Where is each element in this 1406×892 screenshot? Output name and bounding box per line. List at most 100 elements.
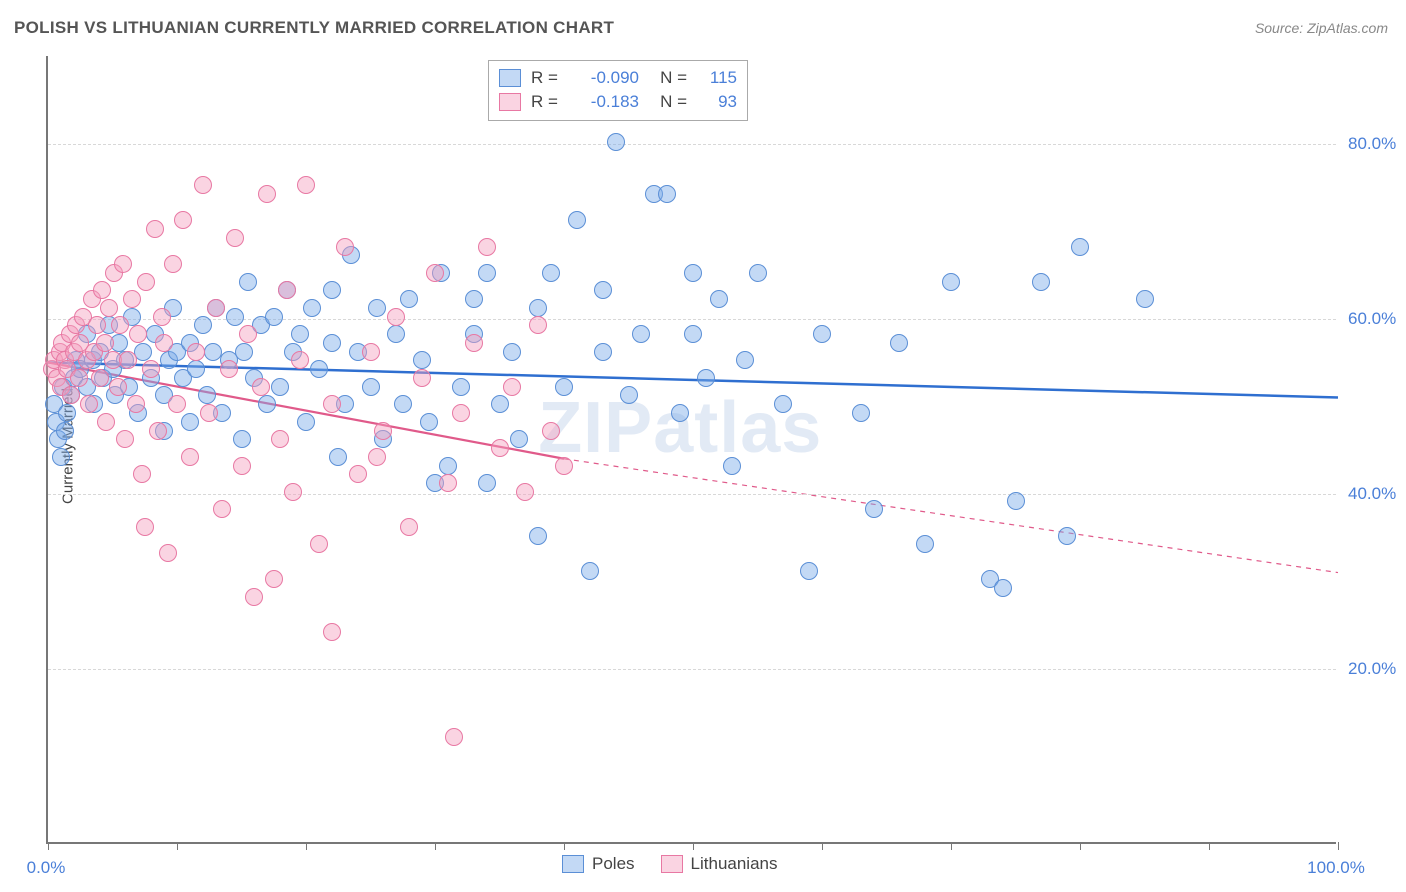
data-point bbox=[200, 404, 218, 422]
data-point bbox=[187, 343, 205, 361]
data-point bbox=[478, 238, 496, 256]
data-point bbox=[503, 378, 521, 396]
data-point bbox=[516, 483, 534, 501]
series-legend: PolesLithuanians bbox=[562, 854, 778, 874]
data-point bbox=[465, 290, 483, 308]
n-value: 93 bbox=[697, 92, 737, 112]
legend-swatch bbox=[661, 855, 683, 873]
data-point bbox=[111, 316, 129, 334]
data-point bbox=[1136, 290, 1154, 308]
data-point bbox=[671, 404, 689, 422]
data-point bbox=[439, 474, 457, 492]
chart-title: POLISH VS LITHUANIAN CURRENTLY MARRIED C… bbox=[14, 18, 614, 38]
data-point bbox=[555, 378, 573, 396]
data-point bbox=[91, 369, 109, 387]
data-point bbox=[723, 457, 741, 475]
stats-row: R = -0.183 N = 93 bbox=[499, 90, 737, 114]
data-point bbox=[159, 544, 177, 562]
data-point bbox=[284, 483, 302, 501]
data-point bbox=[749, 264, 767, 282]
r-value: -0.090 bbox=[573, 68, 639, 88]
data-point bbox=[149, 422, 167, 440]
data-point bbox=[710, 290, 728, 308]
data-point bbox=[542, 422, 560, 440]
data-point bbox=[452, 378, 470, 396]
data-point bbox=[594, 343, 612, 361]
data-point bbox=[684, 325, 702, 343]
data-point bbox=[568, 211, 586, 229]
gridline bbox=[48, 144, 1336, 145]
y-tick-label: 80.0% bbox=[1348, 134, 1396, 154]
data-point bbox=[220, 360, 238, 378]
data-point bbox=[323, 281, 341, 299]
data-point bbox=[265, 570, 283, 588]
data-point bbox=[800, 562, 818, 580]
data-point bbox=[400, 290, 418, 308]
data-point bbox=[233, 457, 251, 475]
data-point bbox=[239, 273, 257, 291]
data-point bbox=[368, 448, 386, 466]
data-point bbox=[271, 430, 289, 448]
data-point bbox=[123, 290, 141, 308]
data-point bbox=[491, 395, 509, 413]
gridline bbox=[48, 494, 1336, 495]
data-point bbox=[119, 351, 137, 369]
x-tick-label: 100.0% bbox=[1307, 858, 1365, 878]
data-point bbox=[1007, 492, 1025, 510]
chart-container: POLISH VS LITHUANIAN CURRENTLY MARRIED C… bbox=[0, 0, 1406, 892]
data-point bbox=[420, 413, 438, 431]
data-point bbox=[181, 413, 199, 431]
data-point bbox=[439, 457, 457, 475]
data-point bbox=[581, 562, 599, 580]
stats-legend: R =-0.090N =115R =-0.183N =93 bbox=[488, 60, 748, 121]
data-point bbox=[136, 518, 154, 536]
y-tick-label: 40.0% bbox=[1348, 484, 1396, 504]
data-point bbox=[445, 728, 463, 746]
data-point bbox=[129, 325, 147, 343]
data-point bbox=[529, 527, 547, 545]
data-point bbox=[291, 325, 309, 343]
data-point bbox=[297, 413, 315, 431]
data-point bbox=[96, 334, 114, 352]
data-point bbox=[491, 439, 509, 457]
data-point bbox=[310, 535, 328, 553]
data-point bbox=[684, 264, 702, 282]
r-value: -0.183 bbox=[573, 92, 639, 112]
data-point bbox=[142, 360, 160, 378]
x-tick bbox=[693, 842, 694, 850]
gridline bbox=[48, 669, 1336, 670]
data-point bbox=[80, 395, 98, 413]
data-point bbox=[394, 395, 412, 413]
data-point bbox=[174, 211, 192, 229]
data-point bbox=[303, 299, 321, 317]
data-point bbox=[198, 386, 216, 404]
data-point bbox=[235, 343, 253, 361]
data-point bbox=[297, 176, 315, 194]
r-label: R = bbox=[531, 92, 563, 112]
plot-area: ZIPatlas R =-0.090N =115R =-0.183N =93 bbox=[46, 56, 1336, 844]
data-point bbox=[736, 351, 754, 369]
n-label: N = bbox=[649, 92, 687, 112]
data-point bbox=[88, 316, 106, 334]
data-point bbox=[239, 325, 257, 343]
x-tick bbox=[951, 842, 952, 850]
data-point bbox=[607, 133, 625, 151]
y-tick-label: 60.0% bbox=[1348, 309, 1396, 329]
data-point bbox=[70, 369, 88, 387]
data-point bbox=[181, 448, 199, 466]
data-point bbox=[400, 518, 418, 536]
data-point bbox=[452, 404, 470, 422]
data-point bbox=[226, 308, 244, 326]
data-point bbox=[194, 316, 212, 334]
data-point bbox=[387, 308, 405, 326]
legend-label: Lithuanians bbox=[691, 854, 778, 874]
data-point bbox=[374, 422, 392, 440]
data-point bbox=[62, 386, 80, 404]
data-point bbox=[916, 535, 934, 553]
data-point bbox=[478, 264, 496, 282]
data-point bbox=[278, 281, 296, 299]
data-point bbox=[594, 281, 612, 299]
data-point bbox=[329, 448, 347, 466]
data-point bbox=[114, 255, 132, 273]
x-tick bbox=[177, 842, 178, 850]
